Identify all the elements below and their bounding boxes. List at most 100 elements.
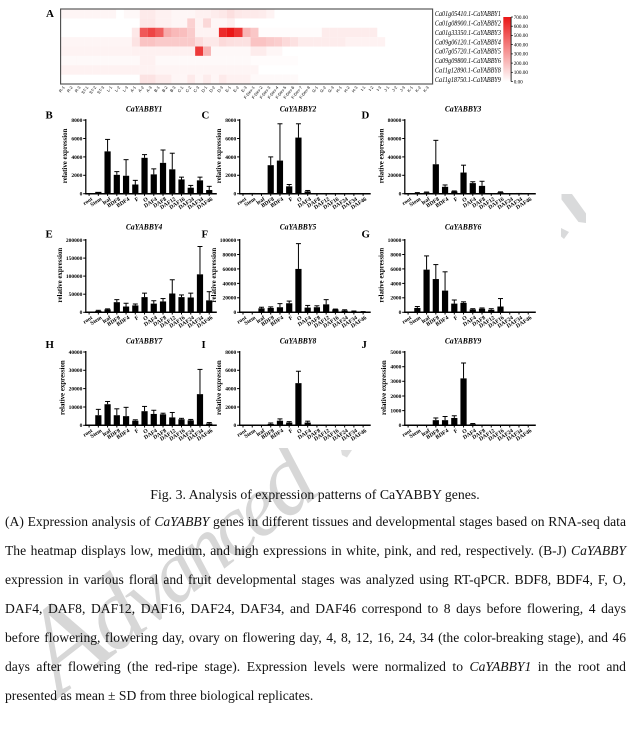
svg-text:2000: 2000 — [225, 405, 236, 411]
svg-text:30000: 30000 — [69, 368, 83, 374]
svg-text:A-1: A-1 — [129, 84, 137, 93]
svg-text:relative expression: relative expression — [216, 128, 223, 183]
svg-text:0.00: 0.00 — [514, 79, 523, 85]
svg-text:A-3: A-3 — [145, 84, 153, 93]
svg-text:C-1: C-1 — [176, 84, 184, 93]
svg-text:4000: 4000 — [71, 155, 82, 161]
svg-text:L-1: L-1 — [106, 84, 114, 92]
svg-text:Stem: Stem — [244, 428, 258, 440]
svg-text:C: C — [202, 110, 210, 122]
svg-text:100000: 100000 — [66, 274, 83, 280]
svg-text:O: O — [461, 196, 468, 204]
svg-text:B-2: B-2 — [161, 84, 169, 93]
svg-text:CaYABBY6: CaYABBY6 — [445, 223, 482, 232]
svg-text:20000: 20000 — [69, 387, 83, 393]
svg-text:R-1: R-1 — [58, 84, 66, 93]
svg-text:R-3: R-3 — [74, 84, 82, 93]
svg-text:E-3: E-3 — [240, 84, 248, 93]
svg-text:2000: 2000 — [390, 394, 401, 400]
svg-text:6000: 6000 — [71, 136, 82, 142]
svg-text:leaf: leaf — [421, 315, 432, 325]
svg-text:K-1: K-1 — [406, 84, 414, 93]
svg-text:C-3: C-3 — [192, 84, 200, 93]
svg-text:root: root — [236, 196, 248, 207]
svg-text:G: G — [362, 229, 371, 241]
svg-text:5000: 5000 — [390, 350, 401, 356]
svg-text:E: E — [46, 229, 53, 241]
svg-text:K-2: K-2 — [414, 84, 422, 93]
svg-text:0: 0 — [399, 192, 402, 198]
svg-text:relative expression: relative expression — [378, 128, 385, 183]
svg-text:F: F — [288, 315, 295, 322]
svg-text:0: 0 — [399, 423, 402, 429]
svg-text:F: F — [288, 428, 295, 435]
svg-text:200000: 200000 — [66, 238, 83, 244]
svg-text:8000: 8000 — [71, 118, 82, 124]
svg-text:CaYABBY9: CaYABBY9 — [445, 337, 482, 346]
svg-text:Stem: Stem — [90, 428, 104, 440]
svg-text:ST-1: ST-1 — [80, 84, 90, 94]
svg-text:Stem: Stem — [409, 315, 423, 327]
svg-text:Ca07g05720.1-CaYABBY5: Ca07g05720.1-CaYABBY5 — [435, 47, 501, 56]
svg-text:leaf: leaf — [102, 428, 113, 438]
svg-text:Ca01g08900.1-CaYABBY2: Ca01g08900.1-CaYABBY2 — [435, 19, 501, 28]
svg-text:50000: 50000 — [69, 292, 83, 298]
svg-text:leaf: leaf — [102, 315, 113, 325]
svg-text:500.00: 500.00 — [514, 33, 529, 39]
svg-text:F: F — [453, 196, 460, 203]
svg-text:E-2: E-2 — [232, 84, 240, 93]
svg-text:0: 0 — [234, 192, 237, 198]
svg-text:O: O — [296, 428, 303, 436]
svg-text:O: O — [461, 428, 468, 436]
svg-text:1000: 1000 — [390, 409, 401, 415]
svg-text:H-1: H-1 — [335, 84, 343, 93]
svg-text:root: root — [82, 315, 94, 326]
svg-text:D-2: D-2 — [208, 84, 216, 93]
svg-text:F: F — [453, 315, 460, 322]
svg-text:0: 0 — [80, 423, 83, 429]
svg-text:200.00: 200.00 — [514, 61, 529, 67]
svg-text:6000: 6000 — [225, 368, 236, 374]
svg-text:20000: 20000 — [388, 173, 402, 179]
svg-text:G-2: G-2 — [319, 84, 328, 93]
svg-text:B: B — [46, 110, 53, 122]
svg-text:relative expression: relative expression — [216, 360, 223, 415]
svg-text:relative expression: relative expression — [211, 248, 218, 303]
svg-text:H: H — [46, 339, 55, 351]
svg-text:E-1: E-1 — [224, 84, 232, 93]
svg-text:60000: 60000 — [388, 136, 402, 142]
svg-text:150000: 150000 — [66, 256, 83, 262]
svg-text:leaf: leaf — [102, 196, 113, 206]
svg-text:root: root — [82, 428, 94, 439]
svg-text:Ca11g18750.1-CaYABBY9: Ca11g18750.1-CaYABBY9 — [435, 75, 501, 84]
svg-text:8000: 8000 — [225, 118, 236, 124]
svg-text:root: root — [236, 315, 248, 326]
svg-text:Stem: Stem — [409, 428, 423, 440]
svg-text:40000: 40000 — [388, 155, 402, 161]
svg-text:F: F — [288, 196, 295, 203]
svg-text:leaf: leaf — [256, 315, 267, 325]
svg-text:F: F — [453, 428, 460, 435]
svg-text:B-1: B-1 — [153, 84, 161, 93]
svg-text:H-2: H-2 — [343, 84, 351, 93]
svg-text:O: O — [142, 196, 149, 204]
svg-text:relative expression: relative expression — [57, 248, 64, 303]
svg-text:600.00: 600.00 — [514, 24, 529, 30]
svg-text:Ca01g05410.1-CaYABBY1: Ca01g05410.1-CaYABBY1 — [435, 9, 501, 18]
svg-text:8000: 8000 — [225, 350, 236, 356]
svg-text:Stem: Stem — [90, 196, 104, 208]
svg-text:D-3: D-3 — [216, 84, 224, 93]
svg-text:F: F — [134, 196, 141, 203]
svg-text:0: 0 — [80, 310, 83, 316]
svg-text:6000: 6000 — [390, 267, 401, 273]
svg-text:relative expression: relative expression — [59, 360, 66, 415]
svg-text:A-2: A-2 — [137, 84, 145, 93]
svg-text:40000: 40000 — [223, 281, 237, 287]
svg-text:I-1: I-1 — [360, 84, 367, 91]
svg-text:40000: 40000 — [69, 350, 83, 356]
svg-text:I-3: I-3 — [375, 84, 382, 91]
svg-text:0: 0 — [234, 310, 237, 316]
svg-text:4000: 4000 — [390, 281, 401, 287]
svg-text:L-2: L-2 — [114, 84, 122, 92]
svg-text:10000: 10000 — [69, 405, 83, 411]
